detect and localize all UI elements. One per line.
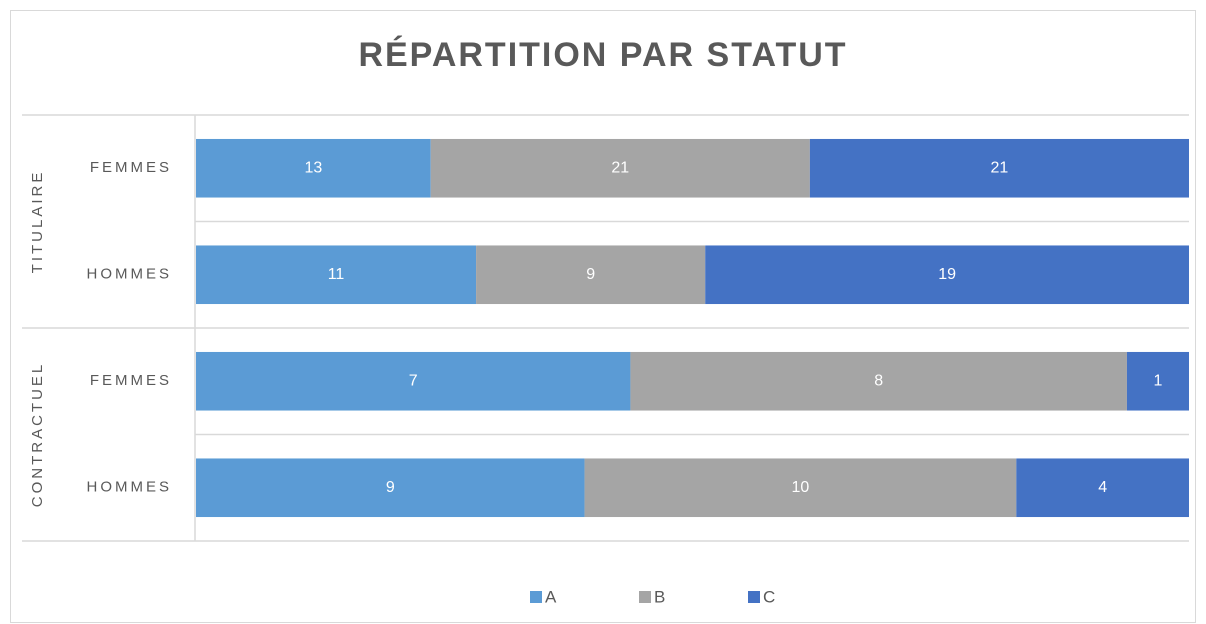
data-label: 13 [304, 159, 322, 176]
bar [196, 138, 431, 198]
bar [196, 458, 585, 518]
bar [196, 245, 477, 305]
legend-swatch [639, 591, 651, 603]
data-label: 9 [586, 266, 595, 283]
y-tick-label: FEMMES [90, 372, 172, 389]
bar [1126, 351, 1189, 411]
legend-swatch [748, 591, 760, 603]
legend-label: C [763, 587, 775, 606]
bar [430, 138, 810, 198]
chart-border [10, 10, 1196, 623]
data-label: 11 [328, 266, 345, 283]
bar [809, 138, 1189, 198]
bar [476, 245, 706, 305]
bar [705, 245, 1189, 305]
bar [630, 351, 1127, 411]
bar [1016, 458, 1189, 518]
data-label: 1 [1154, 372, 1163, 389]
data-label: 21 [991, 159, 1009, 176]
chart-title: RÉPARTITION PAR STATUT [358, 36, 847, 74]
data-label: 4 [1098, 479, 1107, 496]
bar [584, 458, 1017, 518]
y-tick-label: HOMMES [87, 479, 173, 496]
data-label: 10 [792, 479, 810, 496]
legend-label: A [545, 587, 557, 606]
data-label: 21 [611, 159, 629, 176]
group-label: TITULAIRE [29, 170, 46, 274]
group-label: CONTRACTUEL [29, 362, 46, 508]
legend-label: B [654, 587, 665, 606]
y-tick-label: FEMMES [90, 159, 172, 176]
data-label: 8 [874, 372, 883, 389]
data-label: 9 [386, 479, 395, 496]
data-label: 7 [409, 372, 418, 389]
legend-swatch [530, 591, 542, 603]
bar [196, 351, 631, 411]
y-tick-label: HOMMES [87, 266, 173, 283]
data-label: 19 [938, 266, 956, 283]
